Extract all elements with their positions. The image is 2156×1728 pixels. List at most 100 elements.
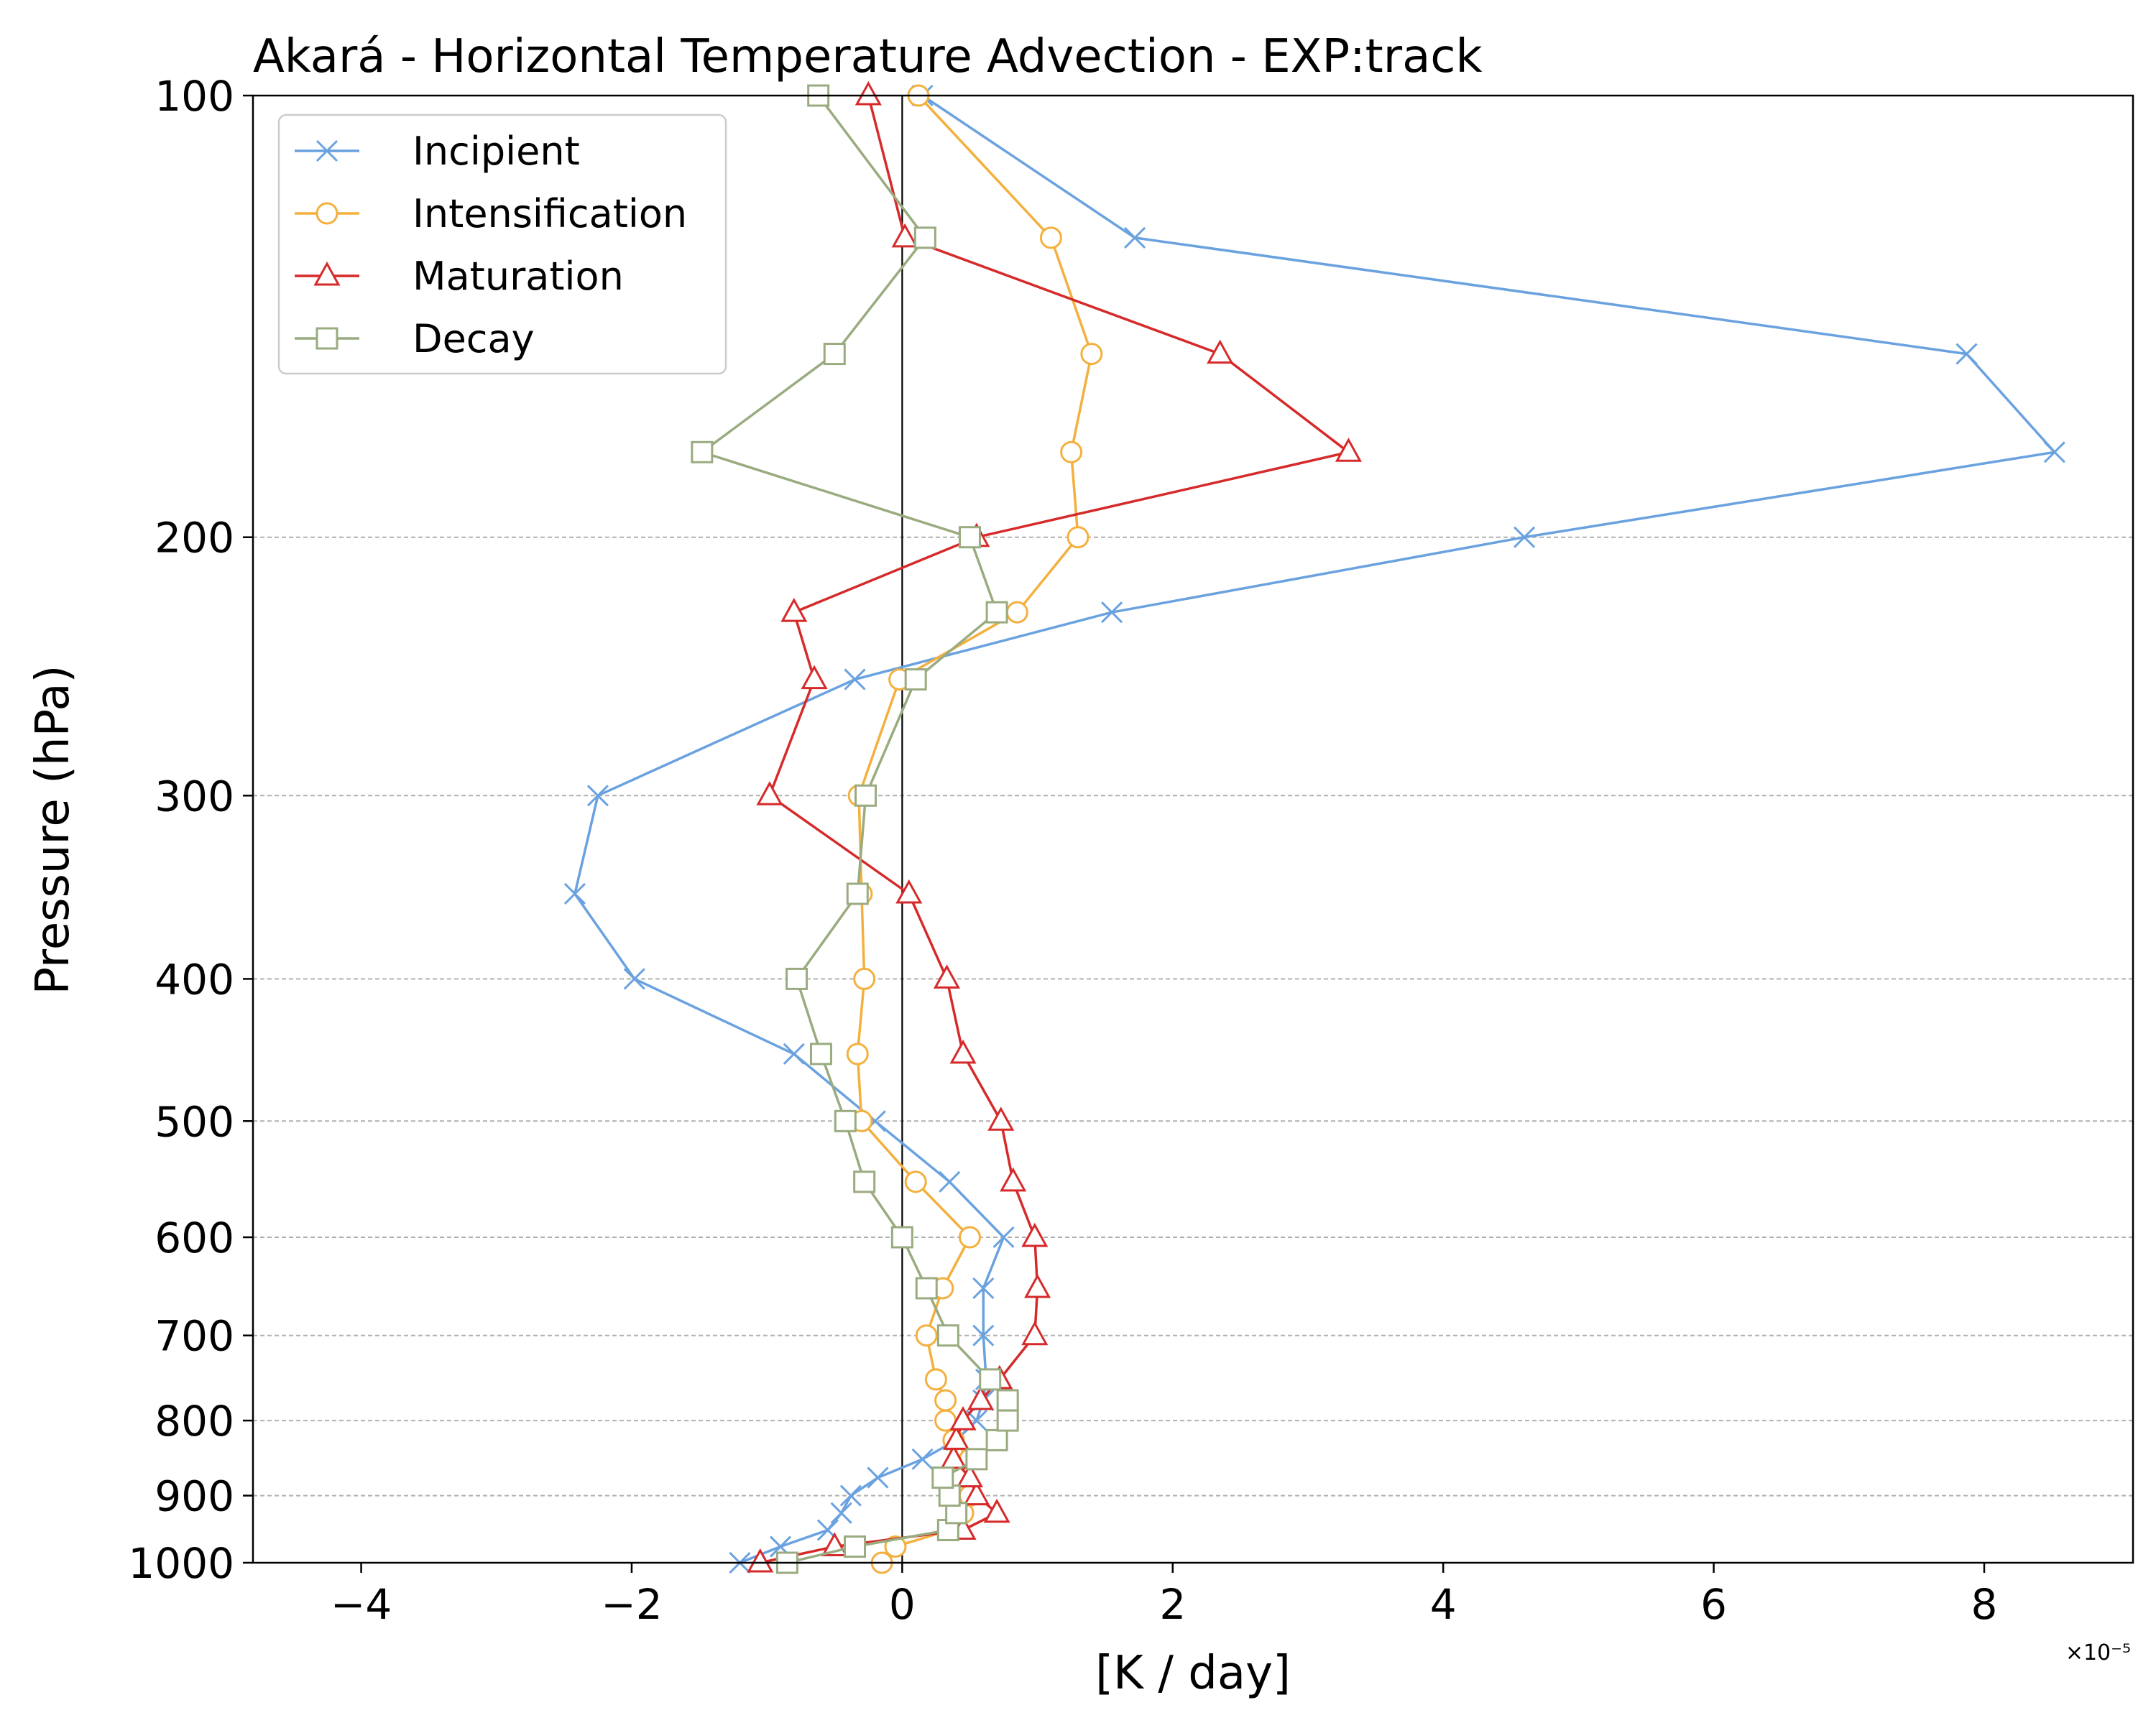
- data-point-maturation: [891, 223, 918, 248]
- data-point-decay: [965, 1448, 988, 1471]
- data-point-intensification: [1060, 440, 1083, 463]
- x-tick-label: 8: [1971, 1580, 1998, 1629]
- series-decay: [691, 84, 1019, 1574]
- data-point-intensification: [924, 1368, 947, 1391]
- data-point-maturation: [963, 1481, 990, 1506]
- data-point-maturation: [1207, 339, 1234, 364]
- data-point-maturation: [1000, 1167, 1027, 1192]
- data-point-intensification: [1067, 526, 1089, 549]
- grid-layer: [253, 536, 2133, 1497]
- data-point-maturation: [747, 1548, 774, 1573]
- data-point-decay: [958, 526, 981, 549]
- data-point-intensification: [934, 1389, 957, 1412]
- data-point-decay: [915, 1277, 938, 1300]
- data-point-maturation: [780, 598, 808, 622]
- data-point-maturation: [967, 1385, 995, 1410]
- x-tick-label: 6: [1700, 1580, 1727, 1629]
- data-point-maturation: [949, 1406, 977, 1431]
- legend-label-incipient: Incipient: [413, 129, 580, 174]
- legend-marker-decay: [315, 327, 338, 350]
- x-tick-label: 4: [1430, 1580, 1457, 1629]
- legend: Incipient Intensification Maturation Decay: [277, 114, 727, 375]
- data-point-decay: [913, 226, 936, 249]
- y-tick-label: 600: [155, 1214, 234, 1262]
- x-tick-label: 2: [1159, 1580, 1186, 1629]
- series-incipient: [563, 84, 2065, 1574]
- data-point-intensification: [884, 1535, 907, 1558]
- data-point-maturation: [956, 1463, 984, 1488]
- y-axis-label: Pressure (hPa): [27, 665, 80, 994]
- y-tick-label: 1000: [128, 1539, 234, 1588]
- data-point-decay: [843, 1535, 866, 1558]
- data-point-decay: [890, 1226, 913, 1249]
- data-point-decay: [936, 1324, 959, 1347]
- data-point-decay: [846, 882, 869, 905]
- x-tick-label: −2: [601, 1580, 663, 1629]
- data-point-intensification: [1039, 226, 1062, 249]
- data-point-maturation: [987, 1106, 1015, 1131]
- legend-marker-intensification: [315, 202, 338, 225]
- y-tick-label: 800: [155, 1397, 234, 1446]
- data-point-incipient: [972, 1277, 995, 1300]
- data-point-intensification: [1080, 343, 1103, 366]
- data-point-maturation: [801, 665, 828, 690]
- data-point-decay: [996, 1409, 1019, 1432]
- legend-entry-maturation: Maturation: [295, 254, 624, 299]
- data-point-maturation: [1021, 1321, 1049, 1346]
- y-tick-label: 200: [155, 514, 234, 563]
- data-point-intensification: [846, 1043, 869, 1066]
- y-tick-label: 400: [155, 955, 234, 1004]
- x-axis-offset-label: ×10⁻⁵: [2065, 1640, 2131, 1665]
- legend-label-maturation: Maturation: [413, 254, 624, 299]
- data-point-incipient: [586, 785, 609, 807]
- data-point-incipient: [867, 1466, 889, 1489]
- data-point-maturation: [854, 81, 882, 106]
- data-point-incipient: [1124, 226, 1146, 249]
- data-point-maturation: [983, 1498, 1010, 1523]
- data-point-maturation: [895, 879, 923, 904]
- data-point-decay: [979, 1368, 1002, 1391]
- chart-title: Akará - Horizontal Temperature Advection…: [253, 30, 1483, 83]
- data-point-incipient: [939, 1170, 961, 1193]
- data-point-maturation: [1335, 438, 1362, 462]
- legend-entry-incipient: Incipient: [295, 129, 580, 174]
- data-point-maturation: [933, 964, 961, 989]
- data-point-maturation: [949, 1039, 977, 1064]
- data-point-intensification: [853, 967, 876, 990]
- data-point-incipient: [911, 1448, 934, 1470]
- data-point-maturation: [1021, 1222, 1049, 1247]
- data-point-incipient: [1955, 343, 1978, 365]
- data-point-incipient: [972, 1324, 995, 1346]
- data-point-incipient: [563, 882, 586, 905]
- data-point-decay: [853, 1170, 876, 1193]
- plot-frame: [252, 94, 2134, 1564]
- data-point-decay: [985, 601, 1008, 624]
- x-tick-label: −4: [331, 1580, 392, 1629]
- data-point-decay: [691, 440, 714, 463]
- legend-label-intensification: Intensification: [413, 191, 687, 236]
- legend-marker-maturation: [313, 261, 341, 286]
- y-tick-label: 900: [155, 1472, 234, 1521]
- data-point-decay: [823, 343, 846, 366]
- y-axis-ticks: 100 200 300 400 500 600 700 800 900 1000: [128, 72, 253, 1588]
- data-point-maturation: [943, 1426, 970, 1450]
- data-point-intensification: [958, 1226, 981, 1249]
- y-tick-label: 100: [155, 72, 234, 121]
- data-point-maturation: [1024, 1273, 1051, 1298]
- data-point-decay: [931, 1466, 954, 1489]
- data-point-decay: [854, 784, 877, 807]
- y-tick-label: 700: [155, 1312, 234, 1361]
- data-point-incipient: [844, 668, 866, 690]
- data-point-incipient: [1514, 526, 1536, 548]
- data-point-maturation: [756, 781, 783, 805]
- data-point-incipient: [830, 1502, 852, 1524]
- legend-box: [277, 114, 727, 375]
- legend-entry-decay: Decay: [295, 316, 535, 361]
- data-point-intensification: [904, 1170, 927, 1193]
- series-layer: [563, 81, 2065, 1574]
- data-point-decay: [985, 1428, 1008, 1451]
- data-point-incipient: [783, 1043, 805, 1065]
- data-point-intensification: [1005, 601, 1028, 624]
